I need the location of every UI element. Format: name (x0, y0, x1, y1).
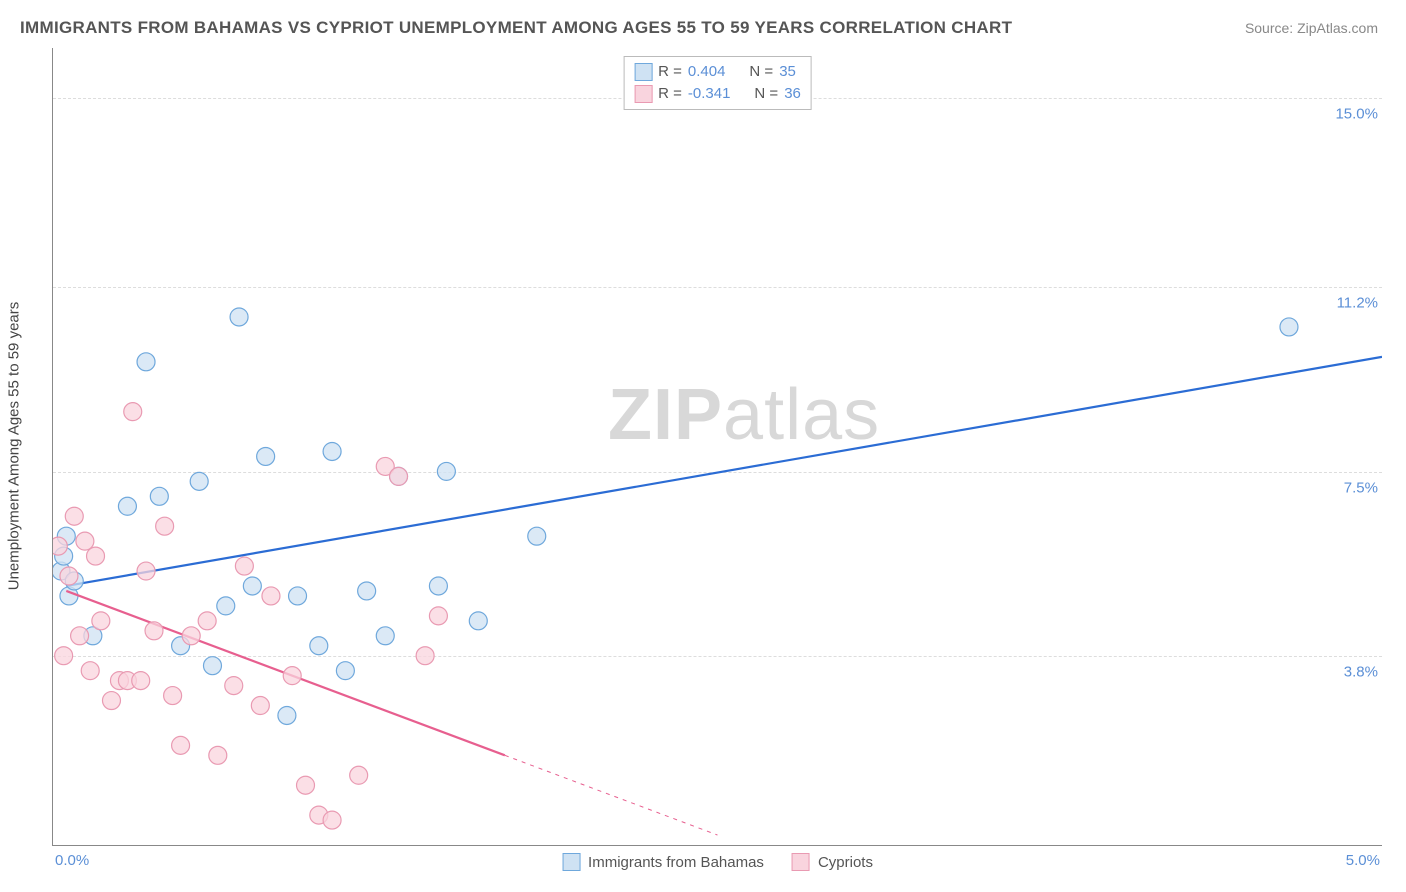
scatter-point (297, 776, 315, 794)
scatter-point (225, 677, 243, 695)
legend-swatch (634, 63, 652, 81)
scatter-point (156, 517, 174, 535)
scatter-point (132, 672, 150, 690)
x-tick-label: 0.0% (55, 852, 89, 869)
legend-swatch (562, 853, 580, 871)
scatter-point (390, 467, 408, 485)
scatter-point (230, 308, 248, 326)
scatter-point (358, 582, 376, 600)
chart-container: IMMIGRANTS FROM BAHAMAS VS CYPRIOT UNEMP… (0, 0, 1406, 892)
scatter-point (209, 746, 227, 764)
scatter-point (118, 497, 136, 515)
scatter-point (182, 627, 200, 645)
series-legend: Immigrants from Bahamas Cypriots (562, 853, 873, 871)
n-label: N = (754, 83, 778, 105)
legend-item: Immigrants from Bahamas (562, 853, 764, 871)
scatter-point (429, 607, 447, 625)
scatter-point (65, 507, 83, 525)
scatter-point (235, 557, 253, 575)
scatter-point (53, 537, 67, 555)
scatter-point (278, 706, 296, 724)
scatter-point (310, 637, 328, 655)
scatter-point (55, 647, 73, 665)
legend-label: Cypriots (818, 854, 873, 871)
scatter-point (350, 766, 368, 784)
scatter-point (164, 687, 182, 705)
n-label: N = (749, 61, 773, 83)
y-axis-label: Unemployment Among Ages 55 to 59 years (6, 302, 23, 591)
scatter-point (336, 662, 354, 680)
chart-title: IMMIGRANTS FROM BAHAMAS VS CYPRIOT UNEMP… (20, 18, 1012, 38)
scatter-point (262, 587, 280, 605)
scatter-point (283, 667, 301, 685)
scatter-point (71, 627, 89, 645)
plot-area: ZIPatlas 3.8%7.5%11.2%15.0% R =0.404N =3… (52, 48, 1382, 846)
scatter-point (172, 736, 190, 754)
scatter-point (376, 627, 394, 645)
scatter-point (528, 527, 546, 545)
scatter-point (1280, 318, 1298, 336)
legend-label: Immigrants from Bahamas (588, 854, 764, 871)
scatter-point (203, 657, 221, 675)
scatter-point (198, 612, 216, 630)
scatter-point (190, 472, 208, 490)
scatter-point (251, 697, 269, 715)
scatter-point (145, 622, 163, 640)
r-value: -0.341 (688, 83, 731, 105)
n-value: 36 (784, 83, 801, 105)
r-value: 0.404 (688, 61, 726, 83)
legend-swatch (792, 853, 810, 871)
scatter-point (323, 442, 341, 460)
scatter-svg (53, 48, 1382, 845)
scatter-point (124, 403, 142, 421)
source-label: Source: ZipAtlas.com (1245, 20, 1378, 36)
scatter-point (429, 577, 447, 595)
legend-swatch (634, 85, 652, 103)
scatter-point (137, 562, 155, 580)
n-value: 35 (779, 61, 796, 83)
r-label: R = (658, 83, 682, 105)
scatter-point (217, 597, 235, 615)
scatter-point (137, 353, 155, 371)
x-tick-label: 5.0% (1346, 852, 1380, 869)
scatter-point (289, 587, 307, 605)
scatter-point (437, 462, 455, 480)
legend-item: Cypriots (792, 853, 873, 871)
scatter-point (150, 487, 168, 505)
scatter-point (87, 547, 105, 565)
scatter-point (81, 662, 99, 680)
legend-row: R = -0.341 N = 36 (634, 83, 801, 105)
legend-row: R = 0.404 N = 35 (634, 61, 801, 83)
scatter-point (469, 612, 487, 630)
scatter-point (416, 647, 434, 665)
scatter-point (102, 692, 120, 710)
scatter-point (76, 532, 94, 550)
trend-line-dashed (505, 755, 718, 835)
scatter-point (323, 811, 341, 829)
r-label: R = (658, 61, 682, 83)
scatter-point (257, 447, 275, 465)
scatter-point (60, 567, 78, 585)
scatter-point (243, 577, 261, 595)
trend-line (66, 357, 1382, 586)
correlation-legend: R =0.404N =35R =-0.341N =36 (623, 56, 812, 110)
scatter-point (92, 612, 110, 630)
